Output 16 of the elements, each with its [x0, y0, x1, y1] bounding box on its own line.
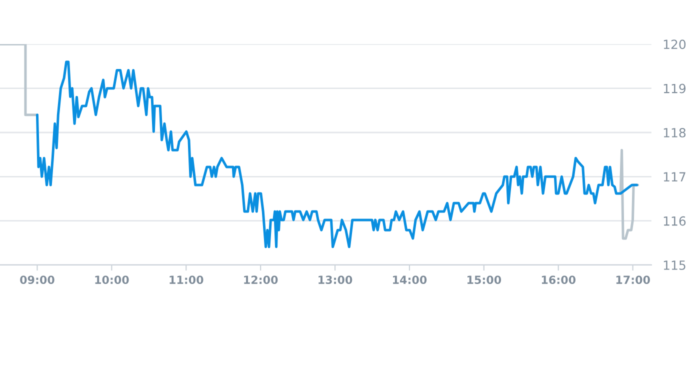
- x-tick-label: 17:00: [616, 276, 650, 284]
- x-tick-label: 16:00: [542, 276, 576, 284]
- x-tick-label: 13:00: [318, 276, 352, 284]
- x-tick-label: 10:00: [95, 276, 129, 284]
- y-tick-label: 116: [664, 216, 686, 226]
- y-tick-label: 118: [664, 128, 686, 138]
- y-tick-label: 119: [664, 84, 686, 94]
- x-tick-label: 11:00: [170, 276, 204, 284]
- y-tick-label: 117: [664, 172, 686, 182]
- line-series: [36, 60, 638, 248]
- y-tick-label: 115: [664, 260, 686, 270]
- x-tick-label: 09:00: [20, 276, 54, 284]
- x-tick-label: 12:00: [244, 276, 278, 284]
- y-tick-label: 120: [664, 40, 686, 50]
- x-tick-label: 14:00: [393, 276, 427, 284]
- x-tick-label: 15:00: [467, 276, 502, 284]
